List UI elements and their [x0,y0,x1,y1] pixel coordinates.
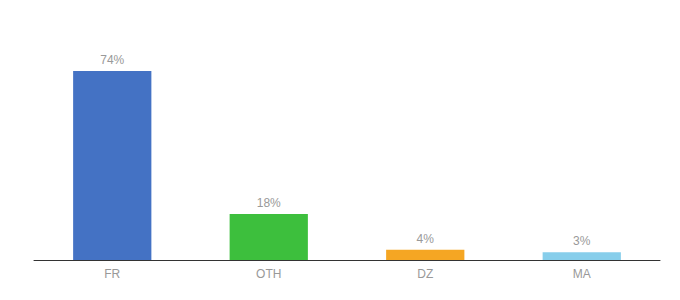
svg-text:3%: 3% [573,234,591,248]
svg-text:18%: 18% [257,196,281,210]
svg-text:DZ: DZ [417,267,433,281]
svg-text:MA: MA [573,267,591,281]
svg-text:74%: 74% [100,53,124,67]
svg-text:4%: 4% [417,232,435,246]
svg-text:OTH: OTH [256,267,281,281]
svg-text:FR: FR [104,267,120,281]
